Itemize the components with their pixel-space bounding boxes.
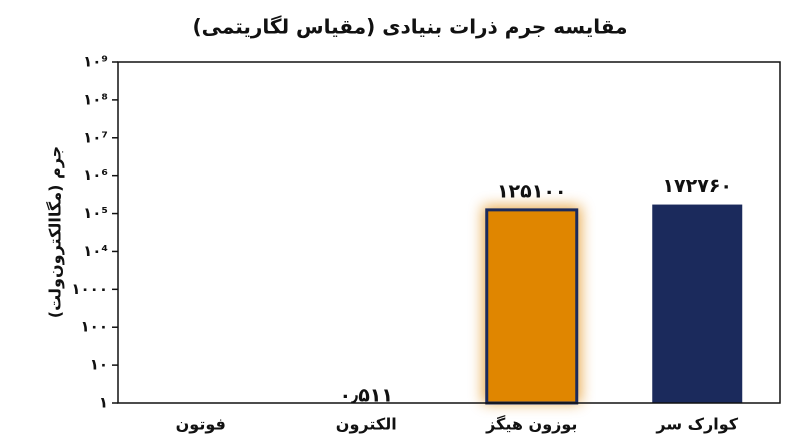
y-tick-label: ۱ — [99, 394, 108, 412]
bar — [485, 208, 579, 405]
x-tick-label: الکترون — [336, 415, 397, 434]
plot-frame — [117, 61, 781, 404]
x-tick-label: فوتون — [176, 415, 226, 434]
value-label: ۱۲۵۱۰۰ — [497, 180, 567, 202]
y-tick-label: ۱۰۰ — [81, 318, 108, 336]
y-tick-label: ۱۰⁶ — [83, 166, 108, 184]
value-label: ۱۷۲۷۶۰ — [662, 175, 732, 197]
x-tick-label: بوزون هیگز — [485, 415, 577, 434]
bar — [652, 204, 743, 403]
x-tick-label: کوارک سر — [655, 415, 738, 434]
value-label: ۰٫۵۱۱ — [340, 385, 393, 407]
y-axis-label: جرم (مگاالکترون‌ولت) — [46, 146, 65, 318]
y-tick-label: ۱۰⁹ — [83, 53, 108, 71]
y-tick-label: ۱۰۰۰ — [71, 280, 108, 298]
y-tick-label: ۱۰⁷ — [83, 128, 108, 146]
y-tick-label: ۱۰⁸ — [83, 90, 108, 108]
y-tick-label: ۱۰⁵ — [83, 204, 108, 222]
chart-title: مقایسه جرم ذرات بنیادی (مقیاس لگاریتمی) — [192, 15, 627, 39]
y-tick-label: ۱۰⁴ — [83, 242, 108, 260]
y-tick-label: ۱۰ — [90, 356, 108, 374]
